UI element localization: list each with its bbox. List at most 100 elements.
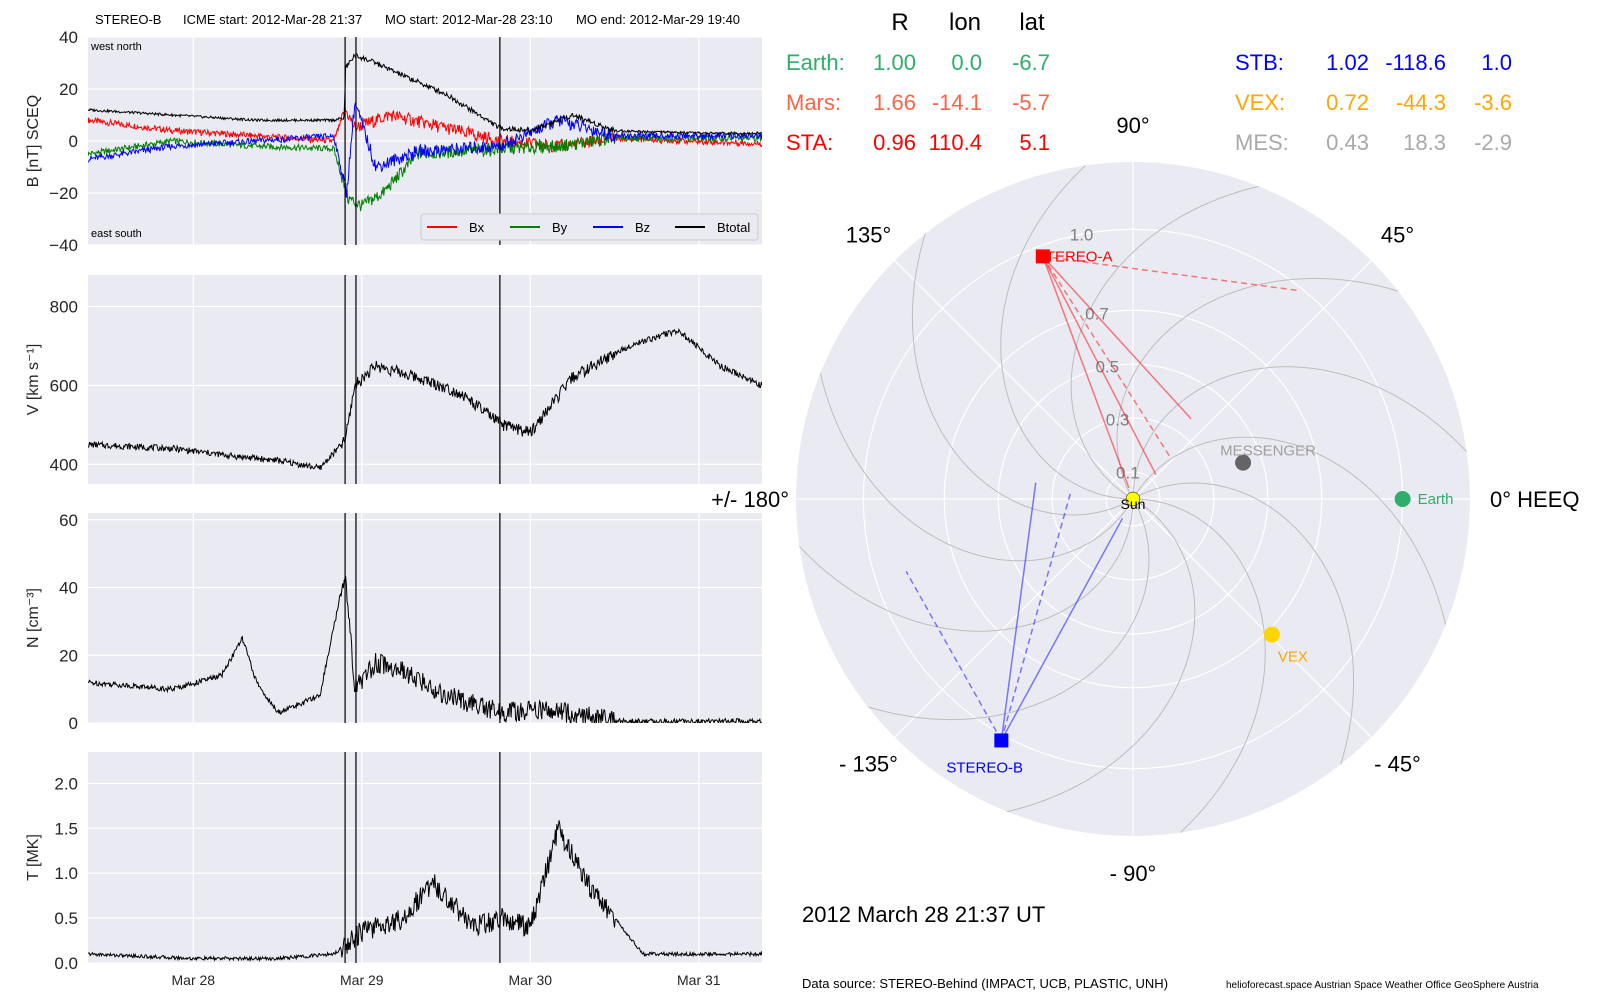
table-cell: 0.43 [1326,130,1369,155]
radial-tick-label: 0.3 [1106,411,1130,430]
y-axis-label: T [MK] [25,834,42,881]
table-cell: -44.3 [1396,90,1446,115]
mes-marker [1235,454,1252,471]
timeseries-panels: 40 20 0 −20 −40 B [nT] SCEQ west north east sou… [25,28,762,988]
fov-line [1042,255,1192,420]
panel-2: 800 600 400 V [km s⁻¹] [25,275,762,484]
series-group [88,53,762,212]
mo-end-label: MO end: 2012-Mar-29 19:40 [576,12,740,27]
date-label: 2012 March 28 21:37 UT [802,902,1045,927]
y-axis-label: V [km s⁻¹] [25,344,42,416]
table-cell: 1.0 [1481,50,1512,75]
fov-line [1042,256,1130,489]
y-tick-label: 400 [50,455,78,474]
stereo-b-label: STEREO-B [946,759,1023,776]
table-row-name: MES: [1235,130,1289,155]
annotation-west-north: west north [90,41,142,53]
y-tick-label: 0.0 [54,954,78,973]
fov-line [1042,256,1157,476]
mo-start-label: MO start: 2012-Mar-28 23:10 [385,12,553,27]
x-tick-label: Mar 29 [340,972,384,988]
y-tick-label: 40 [59,28,78,47]
y-tick-label: 20 [59,80,78,99]
angle-tick-label: - 45° [1374,752,1421,777]
table-cell: 1.02 [1326,50,1369,75]
table-cell: -118.6 [1385,50,1446,75]
angle-tick-label: - 90° [1110,861,1157,886]
x-tick-label: Mar 28 [172,972,216,988]
panel-background [88,752,762,963]
parker-spirals [796,162,1470,836]
parker-spiral [1070,182,1278,500]
table-row-name: STB: [1235,50,1284,75]
fov-line [1000,482,1037,741]
stereo-a-label: STEREO-A [1036,248,1113,265]
legend-label: By [552,220,568,235]
mes-label: MESSENGER [1220,443,1316,460]
series-line-data [88,327,762,470]
panel-3: 60 40 20 0 N [cm⁻³] [25,511,762,733]
legend-label: Btotal [717,220,750,235]
panel-background [88,513,762,723]
parker-spiral [1132,436,1450,644]
polar-spoke [894,260,1134,500]
y-tick-label: 60 [59,511,78,530]
y-tick-label: 20 [59,646,78,665]
series-group [88,575,762,723]
table-header: lon [949,9,981,36]
sun-marker [1125,491,1141,507]
radial-tick-label: 0.1 [1116,464,1140,483]
x-tick-label: Mar 30 [509,972,553,988]
table-cell: 1.00 [873,50,916,75]
series-group [88,327,762,470]
table-cell: 0.72 [1326,90,1369,115]
polar-spoke [894,498,1134,738]
y-tick-label: 1.0 [54,864,78,883]
angle-tick-label: 45° [1381,222,1414,247]
earth-label: Earth [1418,491,1454,508]
angle-tick-label: +/- 180° [711,487,789,512]
x-tick-label: Mar 31 [677,972,721,988]
y-tick-label: 40 [59,579,78,598]
table-cell: 0.96 [873,130,916,155]
y-tick-label: −40 [49,236,78,255]
series-line-bx [88,106,762,153]
angle-tick-label: - 135° [839,752,898,777]
table-cell: -5.7 [1012,90,1050,115]
credits-label: helioforecast.space Austrian Space Weath… [1226,980,1539,991]
series-line-bz [88,102,762,198]
parker-spiral [988,498,1196,816]
parker-spiral [816,354,1134,562]
panel-background [88,275,762,484]
table-cell: -14.1 [932,90,982,115]
y-tick-label: 0 [69,714,78,733]
y-tick-label: 0.5 [54,909,78,928]
table-cell: 1.66 [873,90,916,115]
stereo-b-marker [994,733,1009,748]
y-tick-label: 2.0 [54,774,78,793]
vex-marker [1263,626,1280,643]
y-tick-label: 800 [50,298,78,317]
icme-start-label: ICME start: 2012-Mar-28 21:37 [183,12,362,27]
fov-line [1000,489,1073,741]
earth-marker [1394,491,1411,507]
parker-spiral [849,498,1150,721]
table-header: lat [1019,9,1045,36]
panel-4: 2.0 1.5 1.0 0.5 0.0 T [MK] Mar 28 Mar 29 Mar 30 M… [25,752,762,988]
series-line-data [88,575,762,723]
vex-label: VEX [1278,649,1308,666]
y-tick-label: 0 [69,132,78,151]
annotation-east-south: east south [91,228,142,240]
parker-spiral [1000,162,1133,500]
fov-line [905,571,1003,741]
series-line-data [88,820,762,963]
y-axis-label: N [cm⁻³] [25,588,42,648]
table-row-name: STA: [786,130,833,155]
parker-spiral [1116,277,1417,500]
fov-line [1042,255,1298,292]
y-axis-label: B [nT] SCEQ [25,95,42,187]
table-cell: 18.3 [1403,130,1446,155]
y-tick-label: −20 [49,184,78,203]
